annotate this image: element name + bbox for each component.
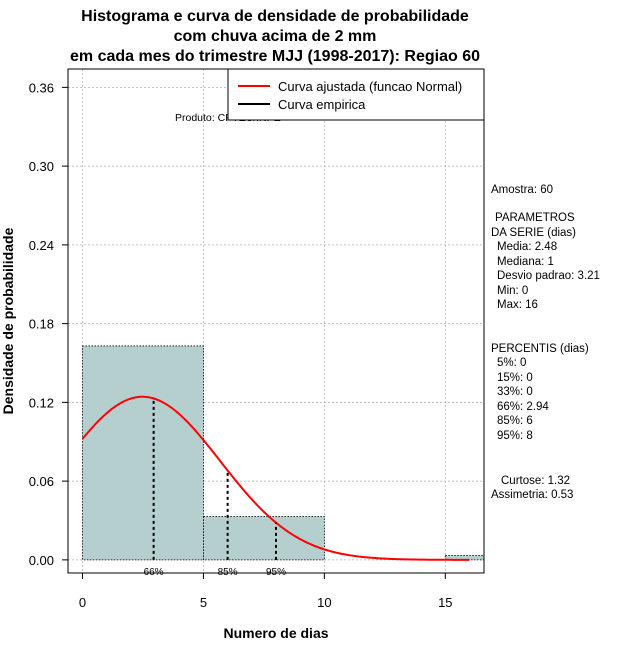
y-tick-label: 0.30 (29, 159, 54, 174)
stat-perc-33: 33%: 0 (497, 386, 533, 398)
legend: Curva ajustada (funcao Normal) Curva emp… (227, 68, 485, 121)
legend-box (227, 68, 485, 121)
x-tick-label: 5 (200, 595, 207, 610)
chart-title-line-1: Histograma e curva de densidade de proba… (81, 8, 469, 25)
stat-param-media: Media: 2.48 (497, 241, 557, 253)
percentile-marker-label: 95% (266, 567, 286, 578)
stat-param-title-1: PARAMETROS (495, 212, 575, 224)
stat-perc-66: 66%: 2.94 (497, 401, 549, 413)
stat-perc-title: PERCENTIS (dias) (491, 343, 589, 355)
stat-param-desvio: Desvio padrao: 3.21 (497, 270, 600, 282)
stat-perc-95: 95%: 8 (497, 430, 533, 442)
stat-param-title-2: DA SERIE (dias) (491, 227, 576, 239)
y-tick-label: 0.12 (29, 395, 54, 410)
stat-perc-15: 15%: 0 (497, 372, 533, 384)
stat-param-min: Min: 0 (497, 285, 528, 297)
x-tick-label: 15 (438, 595, 452, 610)
histogram-bar (203, 516, 325, 561)
histogram-bar (444, 555, 484, 561)
y-tick-label: 0.00 (29, 553, 54, 568)
percentile-markers: 66% 85% 95% (144, 398, 286, 578)
chart-title-line-2: com chuva acima de 2 mm (174, 28, 377, 45)
stats-panel: Amostra: 60 PARAMETROS DA SERIE (dias) M… (491, 184, 600, 501)
percentile-marker-label: 66% (144, 567, 164, 578)
axis-ticks: 0 5 10 15 0.00 0.06 0.12 0.18 0.24 0.30 0.36 (29, 80, 453, 610)
y-tick-label: 0.06 (29, 474, 54, 489)
stat-perc-5: 5%: 0 (497, 357, 526, 369)
legend-fitted-label: Curva ajustada (funcao Normal) (278, 79, 462, 94)
stat-amostra: Amostra: 60 (491, 184, 553, 196)
histogram-bars (82, 345, 484, 561)
stat-param-mediana: Mediana: 1 (497, 256, 554, 268)
y-tick-label: 0.24 (29, 238, 54, 253)
x-tick-label: 0 (79, 595, 86, 610)
stat-perc-85: 85%: 6 (497, 415, 533, 427)
stat-curtose: Curtose: 1.32 (501, 475, 570, 487)
x-axis-title: Numero de dias (223, 625, 328, 641)
percentile-marker-label: 85% (218, 567, 238, 578)
chart-title-line-3: em cada mes do trimestre MJJ (1998-2017)… (70, 48, 480, 65)
x-tick-label: 10 (317, 595, 331, 610)
bars-group (82, 345, 484, 561)
y-tick-label: 0.36 (29, 80, 54, 95)
y-tick-label: 0.18 (29, 317, 54, 332)
stat-assimetria: Assimetria: 0.53 (491, 489, 573, 501)
legend-empirical-label: Curva empirica (278, 97, 366, 112)
y-axis-title: Densidade de probabilidade (0, 227, 16, 414)
histogram-bar (82, 345, 204, 561)
stat-param-max: Max: 16 (497, 299, 538, 311)
